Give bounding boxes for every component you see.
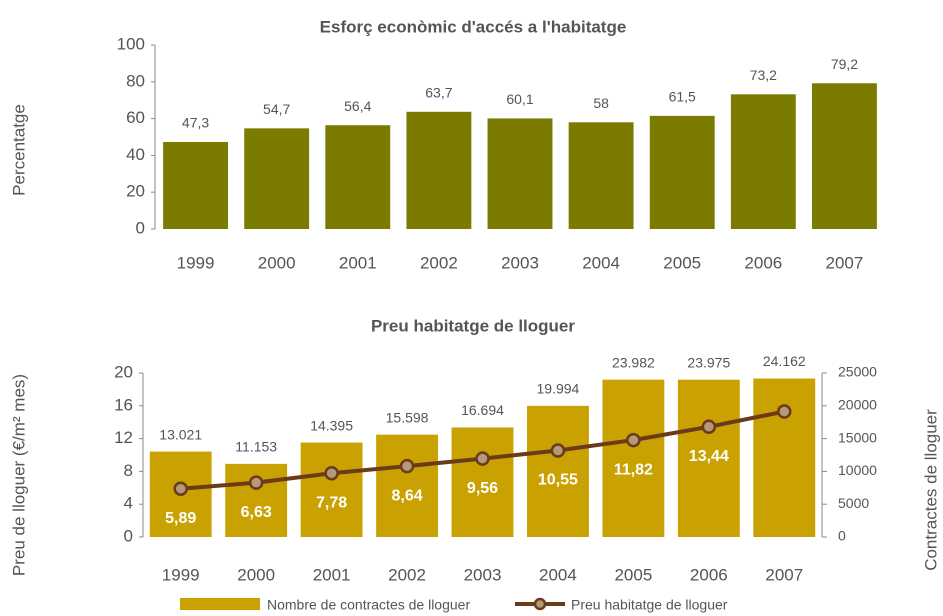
- y-tick-label: 12: [114, 428, 133, 447]
- data-label: 24.162: [763, 353, 806, 369]
- x-tick-label: 2002: [388, 565, 426, 584]
- x-tick-label: 2006: [690, 565, 728, 584]
- marker: [173, 481, 188, 496]
- marker: [777, 404, 792, 419]
- data-label: 11,82: [614, 461, 653, 478]
- data-label: 73,2: [750, 67, 777, 83]
- bar: [225, 463, 288, 537]
- data-label: 19.994: [537, 381, 580, 397]
- data-label: 79,2: [831, 56, 858, 72]
- marker: [701, 419, 717, 435]
- y-tick-label: 16: [114, 395, 133, 414]
- y-tick-label: 20: [126, 182, 145, 201]
- y-tick-label: 20: [114, 362, 133, 381]
- data-label: 11.153: [235, 439, 277, 455]
- y-tick-label: 80: [126, 71, 145, 90]
- y-tick-label: 0: [136, 218, 145, 237]
- legend-swatch: [533, 597, 547, 611]
- data-label: 14.395: [310, 417, 353, 433]
- bar: [812, 83, 877, 229]
- y2-tick-label: 5000: [838, 495, 869, 511]
- bar: [677, 379, 740, 537]
- x-tick-label: 2006: [744, 253, 782, 272]
- x-tick-label: 2000: [237, 565, 275, 584]
- bar: [730, 94, 796, 229]
- data-label: 60,1: [506, 91, 533, 107]
- x-tick-label: 2001: [313, 565, 351, 584]
- data-label: 54,7: [263, 101, 290, 117]
- data-label: 23.982: [612, 354, 655, 370]
- bar: [325, 125, 391, 229]
- bar: [602, 379, 665, 537]
- x-tick-label: 2007: [826, 253, 864, 272]
- y-axis-label: Percentatge: [9, 104, 28, 196]
- data-label: 10,55: [538, 472, 578, 489]
- x-tick-label: 2004: [539, 565, 577, 584]
- data-label: 9,56: [467, 480, 498, 497]
- marker: [248, 475, 264, 490]
- bar: [753, 378, 816, 537]
- bar: [376, 434, 438, 537]
- bar: [451, 427, 514, 537]
- x-tick-label: 2005: [614, 565, 652, 584]
- y-tick-label: 8: [124, 461, 133, 480]
- bar: [163, 141, 228, 229]
- data-label: 13,44: [689, 448, 729, 465]
- chart-title: Esforç econòmic d'accés a l'habitatge: [320, 17, 627, 36]
- marker: [324, 465, 339, 481]
- y-tick-label: 40: [126, 145, 145, 164]
- y2-axis-label: Contractes de lloguer: [921, 409, 940, 571]
- data-label: 6,63: [241, 504, 272, 521]
- data-label: 8,64: [391, 487, 422, 504]
- bar: [300, 442, 363, 537]
- bar: [406, 111, 472, 229]
- data-label: 7,78: [316, 494, 347, 511]
- y2-tick-label: 10000: [838, 462, 877, 478]
- data-label: 61,5: [669, 89, 696, 105]
- data-label: 58: [593, 95, 609, 111]
- data-label: 47,3: [182, 115, 209, 131]
- x-tick-label: 2000: [258, 253, 296, 272]
- data-label: 13.021: [159, 426, 202, 442]
- bar: [649, 115, 715, 229]
- x-tick-label: 2003: [501, 253, 539, 272]
- y-axis-label: Preu de lloguer (€/m² mes): [9, 374, 28, 576]
- legend-swatch: [180, 598, 260, 610]
- x-tick-label: 2002: [420, 253, 458, 272]
- y-tick-label: 100: [117, 34, 145, 53]
- y2-tick-label: 15000: [838, 429, 877, 445]
- chart-title: Preu habitatge de lloguer: [371, 316, 575, 335]
- bar: [487, 118, 553, 229]
- data-label: 56,4: [344, 98, 371, 114]
- x-tick-label: 2007: [765, 565, 803, 584]
- bar: [244, 128, 310, 229]
- marker: [399, 458, 415, 474]
- x-tick-label: 2003: [464, 565, 502, 584]
- y2-tick-label: 0: [838, 528, 846, 544]
- x-tick-label: 2005: [663, 253, 701, 272]
- data-label: 16.694: [461, 402, 504, 418]
- data-label: 15.598: [386, 409, 429, 425]
- legend-label: Preu habitatge de lloguer: [571, 597, 728, 613]
- marker: [475, 451, 490, 466]
- y-tick-label: 4: [124, 494, 133, 513]
- y-tick-label: 60: [126, 108, 145, 127]
- marker: [626, 432, 641, 448]
- x-tick-label: 1999: [177, 253, 215, 272]
- data-label: 23.975: [687, 354, 730, 370]
- x-tick-label: 2001: [339, 253, 377, 272]
- y2-tick-label: 25000: [838, 364, 877, 380]
- marker: [550, 443, 566, 458]
- legend-label: Nombre de contractes de lloguer: [267, 597, 470, 613]
- data-label: 63,7: [425, 84, 452, 100]
- x-tick-label: 2004: [582, 253, 620, 272]
- data-label: 5,89: [165, 510, 196, 527]
- y2-tick-label: 20000: [838, 397, 877, 413]
- y-tick-label: 0: [124, 526, 133, 545]
- bar: [527, 405, 589, 537]
- bar: [568, 122, 634, 229]
- x-tick-label: 1999: [162, 565, 200, 584]
